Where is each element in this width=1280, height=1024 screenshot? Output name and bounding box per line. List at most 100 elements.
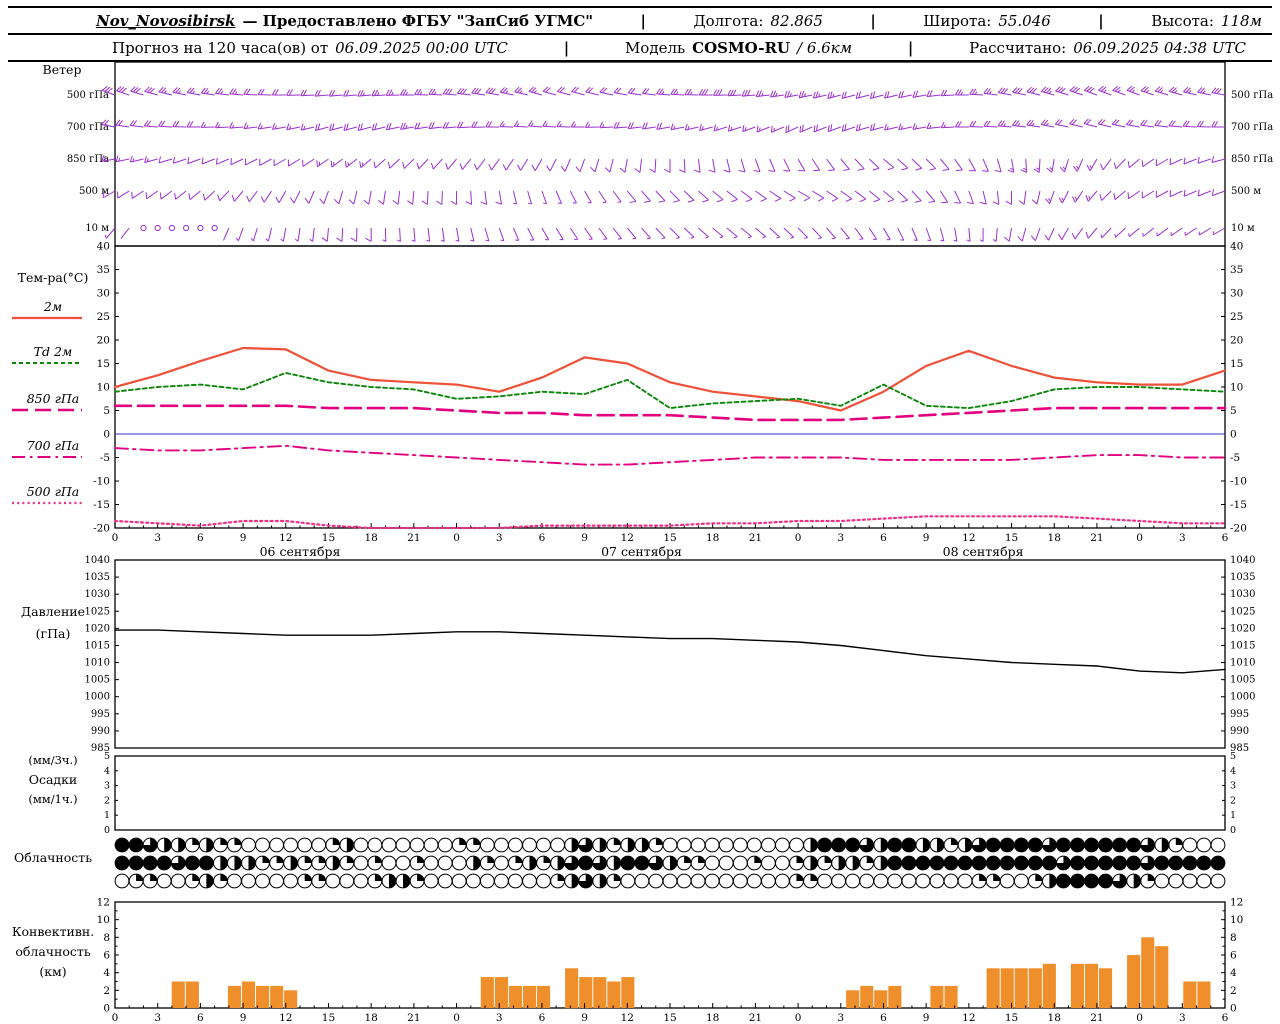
svg-text:6: 6 (103, 950, 110, 962)
svg-text:1010: 1010 (85, 658, 110, 669)
svg-text:6: 6 (1222, 1012, 1229, 1024)
temperature-panel-title: Тем-ра(°C) (17, 270, 89, 285)
separator: | (870, 11, 876, 30)
svg-text:4: 4 (1230, 967, 1237, 979)
svg-text:12: 12 (962, 532, 975, 544)
svg-text:3: 3 (104, 781, 110, 792)
svg-text:12: 12 (1230, 897, 1243, 909)
svg-text:1015: 1015 (1230, 640, 1255, 651)
svg-text:700 гПа: 700 гПа (1231, 122, 1273, 133)
svg-text:5: 5 (104, 751, 110, 762)
header: Nov_Novosibirsk — Предоставлено ФГБУ "За… (8, 6, 1272, 62)
svg-text:30: 30 (97, 288, 110, 300)
svg-text:15: 15 (663, 1012, 676, 1024)
svg-text:21: 21 (407, 1012, 420, 1024)
cloudiness-panel-title: Облачность (13, 850, 92, 865)
svg-text:0: 0 (103, 429, 110, 441)
svg-text:3: 3 (1179, 532, 1186, 544)
svg-text:2: 2 (103, 985, 110, 997)
svg-text:15: 15 (322, 532, 335, 544)
svg-text:15: 15 (1230, 358, 1243, 370)
svg-text:3: 3 (496, 1012, 503, 1024)
svg-text:6: 6 (539, 1012, 546, 1024)
convective-panel-units: (км) (39, 964, 67, 979)
svg-text:1035: 1035 (1230, 572, 1255, 583)
svg-text:9: 9 (240, 1012, 247, 1024)
svg-text:6: 6 (880, 1012, 887, 1024)
svg-text:10: 10 (1230, 914, 1243, 926)
svg-text:500 м: 500 м (1231, 186, 1261, 197)
svg-text:-5: -5 (100, 452, 110, 464)
svg-text:12: 12 (621, 1012, 634, 1024)
separator: | (1098, 11, 1104, 30)
svg-text:0: 0 (104, 825, 110, 836)
header-row-2: Прогноз на 120 часа(ов) от 06.09.2025 00… (8, 35, 1272, 62)
svg-text:1005: 1005 (85, 675, 110, 686)
svg-text:700 гПа: 700 гПа (67, 122, 109, 133)
svg-text:0: 0 (453, 532, 460, 544)
svg-text:15: 15 (97, 358, 110, 370)
latitude-block: Широта: 55.046 (923, 12, 1051, 30)
svg-text:-15: -15 (1230, 499, 1247, 511)
svg-text:4: 4 (103, 967, 110, 979)
svg-text:9: 9 (581, 1012, 588, 1024)
separator: | (563, 38, 570, 57)
model-name: COSMO-RU (692, 38, 790, 57)
svg-text:985: 985 (1230, 743, 1249, 754)
wind-panel-title: Ветер (42, 62, 82, 77)
svg-text:2: 2 (104, 795, 110, 806)
svg-text:1030: 1030 (85, 589, 110, 600)
svg-text:08 сентября: 08 сентября (943, 544, 1024, 559)
svg-text:-5: -5 (1230, 452, 1240, 464)
svg-text:15: 15 (1005, 532, 1018, 544)
pressure-panel: 985 985 990 990 995 995 1000 1000 1005 1005 1010 10… (85, 555, 1256, 754)
svg-text:06 сентября: 06 сентября (260, 544, 341, 559)
svg-text:9: 9 (240, 532, 247, 544)
svg-text:-10: -10 (93, 476, 110, 488)
svg-text:990: 990 (1230, 726, 1249, 737)
svg-text:0: 0 (1230, 825, 1236, 836)
svg-text:6: 6 (539, 532, 546, 544)
svg-text:0: 0 (103, 1003, 110, 1015)
svg-text:10: 10 (97, 382, 110, 394)
station-name: Nov_Novosibirsk (96, 11, 236, 30)
svg-text:3: 3 (154, 532, 161, 544)
svg-text:40: 40 (1230, 241, 1243, 253)
longitude-label: Долгота: (693, 11, 764, 30)
header-row-1: Nov_Novosibirsk — Предоставлено ФГБУ "За… (8, 8, 1272, 35)
svg-text:18: 18 (706, 1012, 719, 1024)
svg-text:985: 985 (91, 743, 110, 754)
legend-entry-t2m: 2м (43, 299, 63, 314)
svg-text:995: 995 (1230, 709, 1249, 720)
svg-text:3: 3 (837, 532, 844, 544)
svg-text:1040: 1040 (1230, 555, 1255, 566)
pressure-panel-title: Давление (20, 604, 86, 619)
svg-text:35: 35 (97, 264, 110, 276)
svg-text:0: 0 (453, 1012, 460, 1024)
longitude-value: 82.865 (770, 11, 823, 30)
svg-text:1: 1 (104, 810, 110, 821)
svg-text:-20: -20 (1230, 523, 1247, 535)
svg-text:1035: 1035 (85, 572, 110, 583)
svg-text:3: 3 (496, 532, 503, 544)
svg-text:2: 2 (1230, 985, 1237, 997)
calc-time: 06.09.2025 04:38 UTC (1073, 38, 1246, 57)
svg-text:12: 12 (962, 1012, 975, 1024)
svg-text:1020: 1020 (1230, 623, 1255, 634)
svg-text:990: 990 (91, 726, 110, 737)
svg-text:-15: -15 (93, 499, 110, 511)
svg-text:9: 9 (923, 1012, 930, 1024)
altitude-block: Высота: 118м (1151, 12, 1262, 30)
svg-text:10 м: 10 м (1231, 223, 1255, 234)
svg-text:3: 3 (1179, 1012, 1186, 1024)
svg-text:1025: 1025 (85, 606, 110, 617)
svg-text:4: 4 (104, 766, 110, 777)
legend-entry-td2m: Td 2м (33, 344, 73, 359)
svg-text:18: 18 (364, 532, 377, 544)
svg-text:1015: 1015 (85, 640, 110, 651)
svg-text:0: 0 (112, 532, 119, 544)
svg-text:6: 6 (1230, 950, 1237, 962)
precip-units-1h: (мм/1ч.) (28, 792, 78, 806)
latitude-value: 55.046 (998, 11, 1051, 30)
